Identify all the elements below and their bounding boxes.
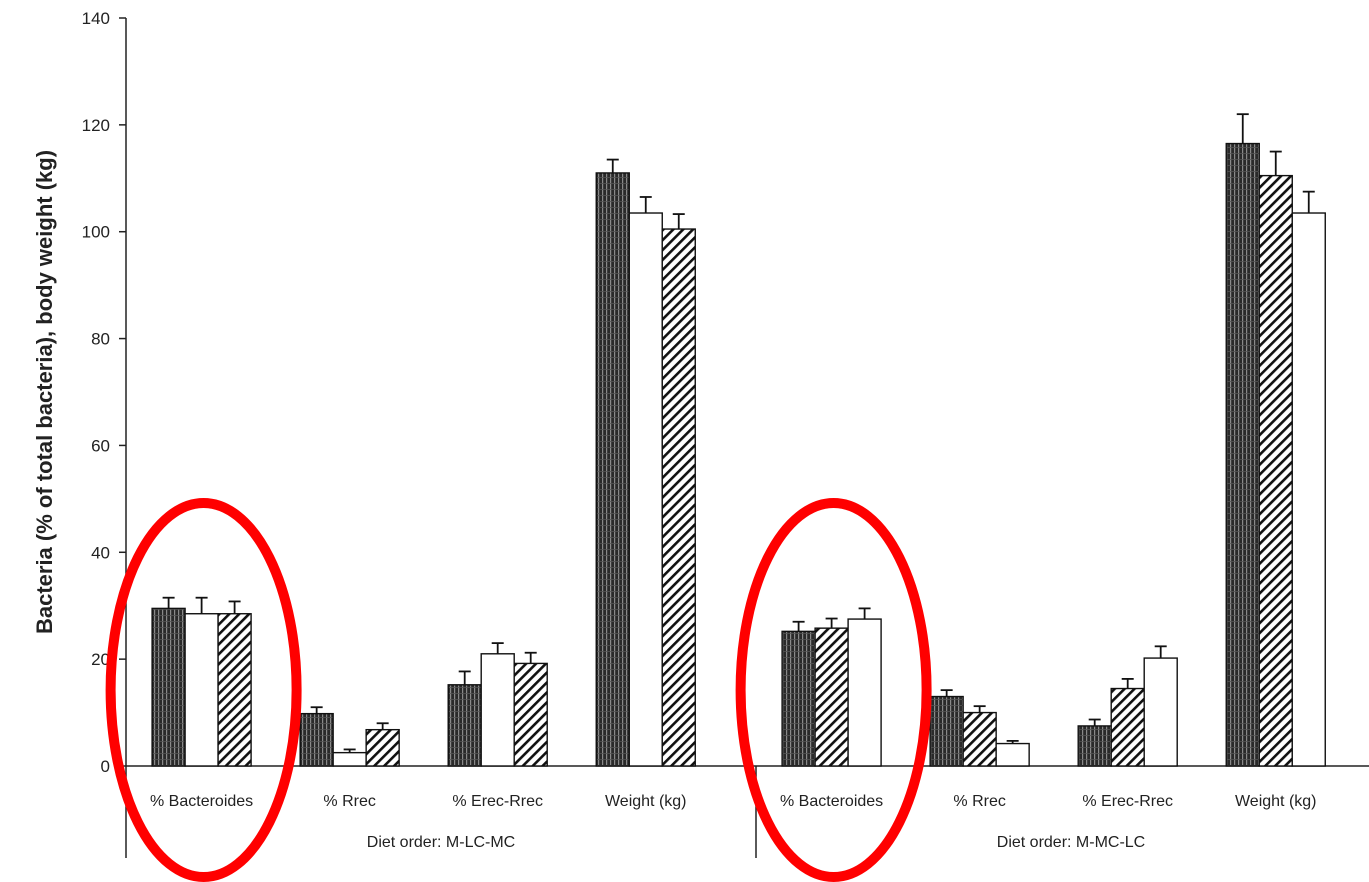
group-label: Diet order: M-LC-MC <box>367 834 515 851</box>
category-label: % Rrec <box>953 793 1005 810</box>
annotations <box>105 498 932 882</box>
category-label: Weight (kg) <box>605 793 687 810</box>
bar <box>781 630 816 767</box>
y-tick-label: 20 <box>91 650 110 669</box>
y-axis-label: Bacteria (% of total bacteria), body wei… <box>32 150 57 634</box>
y-tick-label: 120 <box>82 116 110 135</box>
bar <box>217 613 252 767</box>
bar <box>184 613 219 767</box>
category-labels: % Bacteroides % Rrec % Erec-Rrec Weight (kg… <box>150 793 1316 810</box>
bar <box>595 172 630 767</box>
bar <box>1225 142 1260 767</box>
y-tick-label: 60 <box>91 436 110 455</box>
y-tick-label: 0 <box>101 757 110 776</box>
category-label: Weight (kg) <box>1235 793 1317 810</box>
bar <box>513 662 548 767</box>
y-tick-label: 80 <box>91 330 110 349</box>
bar <box>1258 174 1293 767</box>
highlight-ellipse <box>105 498 302 882</box>
bar <box>1143 657 1178 767</box>
y-tick-label: 100 <box>82 223 110 242</box>
group-label: Diet order: M-MC-LC <box>997 834 1145 851</box>
bar <box>929 695 964 767</box>
y-ticks: 0 20 40 60 80 100 120 140 <box>82 9 126 776</box>
bar <box>332 751 367 767</box>
bar <box>847 618 882 767</box>
bar <box>480 653 515 767</box>
bars <box>151 113 1326 767</box>
group-labels: Diet order: M-LC-MC Diet order: M-MC-LC <box>367 834 1145 851</box>
bar <box>628 212 663 767</box>
category-label: % Erec-Rrec <box>452 793 543 810</box>
highlight-ellipse <box>735 498 932 882</box>
category-label: % Erec-Rrec <box>1082 793 1173 810</box>
bar <box>814 627 849 767</box>
y-tick-label: 140 <box>82 9 110 28</box>
bar <box>661 228 696 767</box>
bar <box>1291 212 1326 767</box>
bar <box>962 711 997 767</box>
bar <box>995 742 1030 767</box>
bar <box>1077 725 1112 767</box>
category-label: % Rrec <box>323 793 375 810</box>
bar <box>299 712 334 767</box>
bar <box>151 607 186 767</box>
y-tick-label: 40 <box>91 543 110 562</box>
category-label: % Bacteroides <box>150 793 253 810</box>
bar <box>447 684 482 767</box>
bar <box>1110 687 1145 767</box>
bar <box>365 728 400 767</box>
category-label: % Bacteroides <box>780 793 883 810</box>
